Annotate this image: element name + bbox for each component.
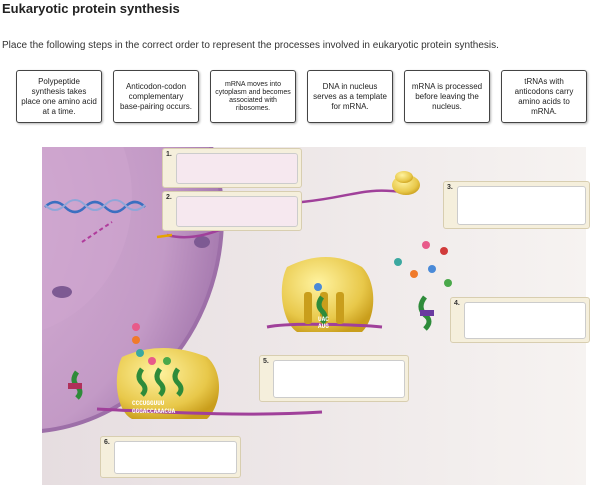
amino-acids bbox=[394, 241, 452, 287]
step-card[interactable]: Polypeptide synthesis takes place one am… bbox=[16, 70, 102, 123]
title: Eukaryotic protein synthesis bbox=[2, 1, 180, 16]
trna bbox=[316, 295, 328, 325]
nuclear-pore bbox=[194, 236, 210, 248]
zone-number: 4. bbox=[454, 300, 460, 307]
mrna bbox=[266, 322, 383, 329]
drop-zone[interactable]: 4. bbox=[450, 297, 590, 343]
drop-zone[interactable]: 6. bbox=[100, 436, 241, 478]
mrna bbox=[96, 407, 323, 416]
nuclear-pore bbox=[52, 286, 72, 298]
step-card[interactable]: mRNA moves into cytoplasm and becomes as… bbox=[210, 70, 296, 123]
zone-number: 5. bbox=[263, 358, 269, 365]
zone-number: 6. bbox=[104, 439, 110, 446]
pre-mrna bbox=[81, 221, 113, 243]
step-card[interactable]: Anticodon-codon complementary base-pairi… bbox=[113, 70, 199, 123]
instruction: Place the following steps in the correct… bbox=[2, 40, 499, 51]
step-card[interactable]: tRNAs with anticodons carry amino acids … bbox=[501, 70, 587, 123]
mrna-cap bbox=[156, 233, 173, 239]
nucleus-inner bbox=[42, 147, 132, 331]
codon-text: CCCUGGUUU bbox=[132, 400, 165, 407]
anticodon bbox=[420, 310, 434, 316]
ribosome bbox=[116, 348, 220, 419]
zone-number: 2. bbox=[166, 194, 172, 201]
codon-text: GGGACCAAACUA bbox=[132, 408, 176, 415]
ribosome bbox=[395, 171, 413, 183]
drop-zone[interactable]: 2. bbox=[162, 191, 302, 231]
drop-zone[interactable]: 3. bbox=[443, 181, 590, 229]
codon-text: AUG bbox=[318, 323, 329, 330]
zone-number: 1. bbox=[166, 151, 172, 158]
step-card[interactable]: mRNA is processed before leaving the nuc… bbox=[404, 70, 490, 123]
dna bbox=[44, 199, 146, 211]
step-card[interactable]: DNA in nucleus serves as a template for … bbox=[307, 70, 393, 123]
zone-number: 3. bbox=[447, 184, 453, 191]
drop-zone[interactable]: 5. bbox=[259, 355, 409, 402]
drop-zone[interactable]: 1. bbox=[162, 148, 302, 188]
codon-text: UAC bbox=[318, 316, 329, 323]
trnas bbox=[68, 323, 184, 400]
